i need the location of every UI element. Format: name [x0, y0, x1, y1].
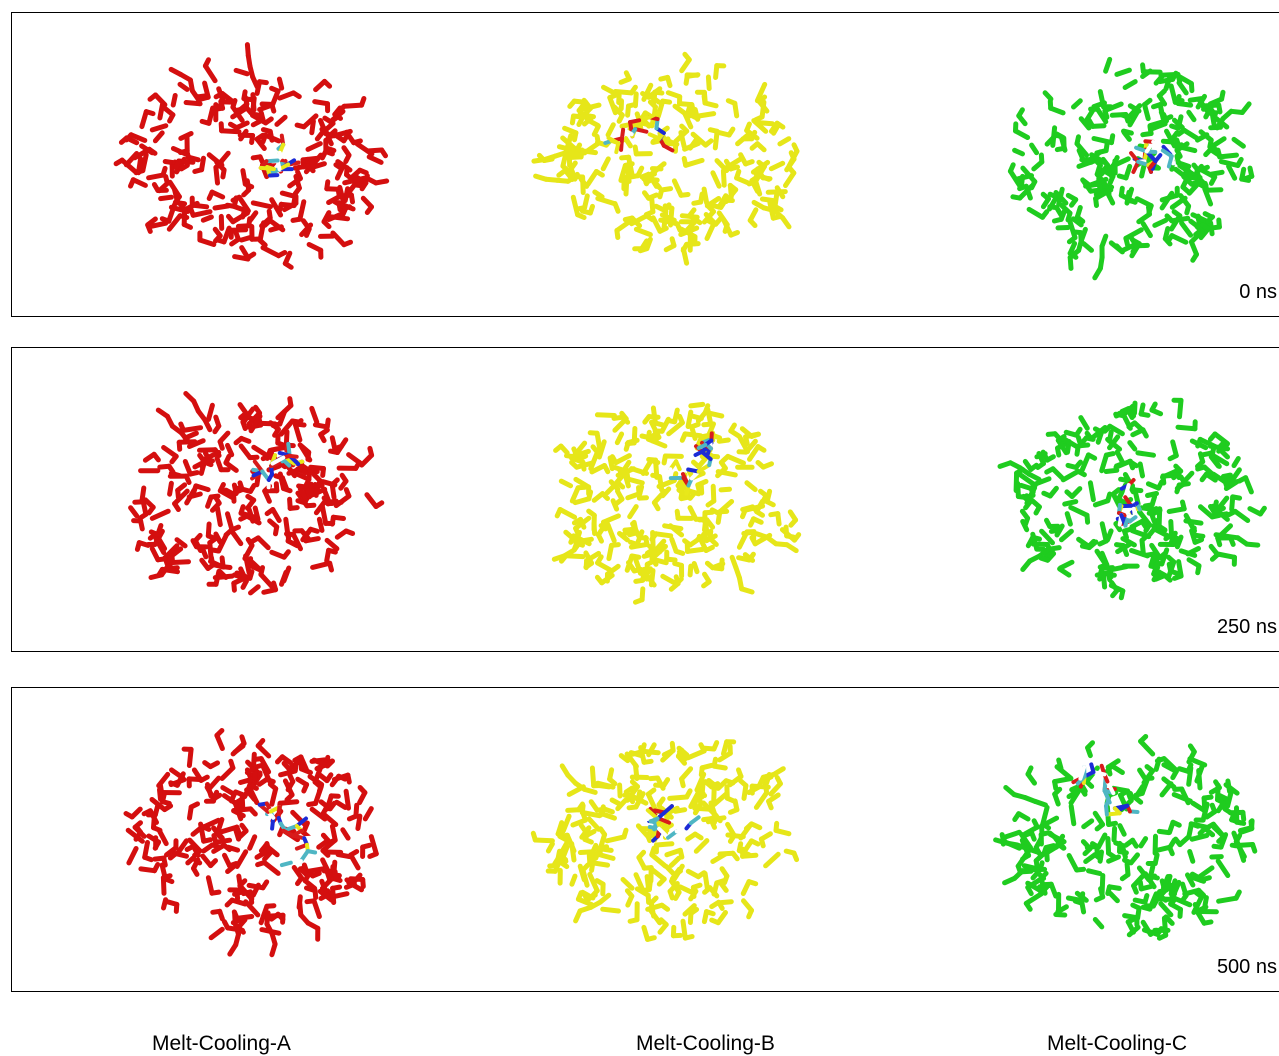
column-label-b: Melt-Cooling-B [636, 1032, 775, 1056]
molecule-melt-cooling-a [102, 713, 402, 963]
snapshot-row-500ns: 500 ns [11, 687, 1279, 992]
molecule-melt-cooling-a [102, 38, 402, 288]
molecule-melt-cooling-a [102, 373, 402, 623]
time-label: 0 ns [1239, 281, 1277, 304]
snapshot-row-250ns: 250 ns [11, 347, 1279, 652]
snapshot-row-0ns: 0 ns [11, 12, 1279, 317]
molecule-melt-cooling-c [982, 713, 1279, 963]
column-label-c: Melt-Cooling-C [1047, 1032, 1187, 1056]
time-label: 250 ns [1217, 616, 1277, 639]
molecule-melt-cooling-c [982, 38, 1279, 288]
molecule-melt-cooling-b [522, 38, 822, 288]
molecule-melt-cooling-b [522, 373, 822, 623]
column-label-a: Melt-Cooling-A [152, 1032, 291, 1056]
molecule-melt-cooling-c [982, 373, 1279, 623]
molecule-melt-cooling-b [522, 713, 822, 963]
time-label: 500 ns [1217, 956, 1277, 979]
